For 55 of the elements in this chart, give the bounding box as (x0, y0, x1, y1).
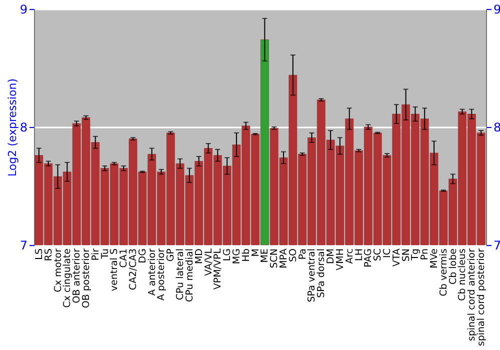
x-tick-label: Pn (420, 248, 431, 260)
x-tick-label: Pir (90, 248, 102, 261)
x-tick-label: VPM/VPL (212, 248, 224, 290)
x-tick-label: VMH (334, 248, 346, 270)
x-tick-label: M (250, 248, 262, 257)
x-tick-label: ventral S (109, 248, 120, 292)
x-tick-label: SCN (269, 248, 280, 268)
x-tick-label: OB posterior (80, 248, 92, 308)
x-tick-label: Hb (240, 248, 252, 262)
x-tick-label: SO (288, 248, 299, 262)
y2-tick-label: 8 (494, 120, 500, 134)
x-tick-label: A posterior (156, 248, 168, 301)
x-tick-label: VA/VL (203, 248, 214, 276)
y2-tick-label: 9 (494, 2, 500, 16)
x-tick-label: Cx cingulate (62, 248, 74, 308)
x-tick-label: SPa dorsal (316, 248, 328, 298)
y-axis-title: Log2 (expression) (6, 78, 19, 177)
x-tick-label: RS (43, 248, 54, 262)
x-tick-label: spinal cord posterior (476, 248, 488, 346)
x-tick-label: MVe (429, 248, 440, 268)
x-tick-label: DG (137, 248, 148, 264)
y-tick-label: 8 (20, 120, 28, 134)
y-tick-label: 9 (20, 2, 28, 16)
x-tick-label: LH (354, 248, 365, 261)
x-tick-label: PAG (363, 248, 374, 268)
x-tick-label: SC (372, 248, 384, 262)
x-tick-label: CA1 (118, 248, 130, 268)
x-tick-label: MG (231, 248, 242, 264)
x-tick-label: CPu lateral (175, 248, 186, 300)
x-tick-label: Pa (297, 248, 308, 260)
x-tick-label: Cx motor (52, 248, 64, 292)
x-tick-label: A anterior (146, 248, 158, 296)
x-tick-label: SN (400, 248, 412, 262)
x-tick-label: GP (166, 248, 177, 262)
y-tick-label: 7 (20, 238, 28, 252)
x-tick-label: Tu (100, 248, 111, 260)
x-tick-label: LS (34, 248, 45, 260)
x-tick-label: Arc (344, 248, 356, 264)
x-tick-label: OB anterior (72, 248, 83, 304)
x-tick-label: VTA (391, 248, 402, 267)
x-tick-label: MD (194, 248, 205, 264)
x-tick-label: CPu medial (184, 248, 196, 302)
x-tick-label: Cb vermis (438, 248, 450, 296)
x-tick-label: CA2/CA3 (128, 248, 140, 290)
x-tick-label: spinal cord anterior (466, 248, 478, 342)
y2-tick-label: 7 (494, 238, 500, 252)
x-tick-label: IC (382, 248, 393, 258)
x-tick-label: LG (222, 248, 234, 262)
x-tick-label: MPA (278, 248, 290, 268)
x-tick-label: ME (260, 248, 271, 263)
x-tick-label: DM (326, 248, 337, 264)
x-tick-label: Tg (410, 248, 422, 262)
x-tick-label: Cb nucleus (457, 248, 468, 301)
x-tick-label: Cb lobe (448, 248, 459, 285)
x-tick-label: SPa ventral (306, 248, 318, 302)
